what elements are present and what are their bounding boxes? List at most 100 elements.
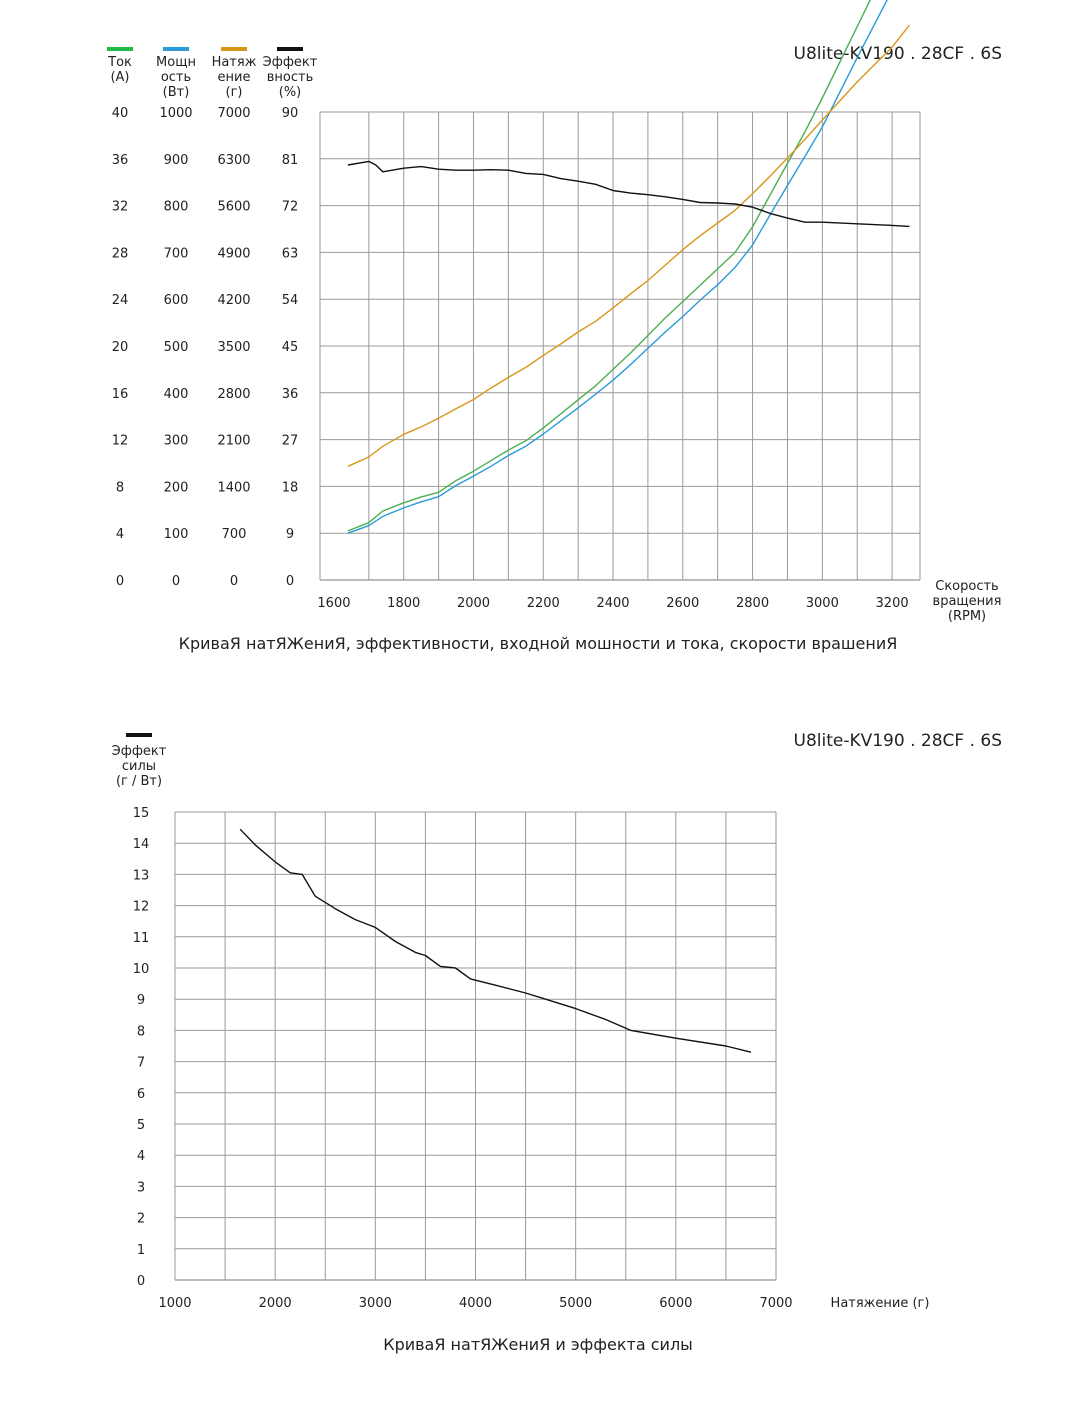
series-line [347, 24, 911, 467]
y-tick-label: 0 [116, 574, 124, 589]
y-tick-label: 9 [286, 527, 294, 542]
axis-label: Натяж [212, 55, 257, 70]
x-axis-label: вращения [933, 594, 1002, 609]
y-tick-label: 32 [112, 200, 129, 215]
y-tick-label: 90 [282, 106, 299, 121]
x-tick-label: 2200 [527, 596, 560, 611]
y-tick-label: 63 [282, 246, 299, 261]
y-tick-label: 200 [164, 480, 189, 495]
y-tick-label: 2 [137, 1212, 145, 1227]
series-line [347, 0, 871, 532]
x-tick-label: 5000 [559, 1296, 592, 1311]
legend-swatch [221, 47, 247, 51]
y-tick-label: 600 [164, 293, 189, 308]
y-tick-label: 3500 [217, 340, 250, 355]
axis-label: (%) [279, 85, 302, 100]
y-tick-label: 700 [164, 246, 189, 261]
x-tick-label: 4000 [459, 1296, 492, 1311]
y-tick-label: 15 [133, 806, 150, 821]
chart2-caption: КриваЯ натЯЖениЯ и эффекта силы [383, 1335, 693, 1354]
series-line [347, 0, 888, 534]
y-tick-label: 11 [133, 931, 150, 946]
y-tick-label: 1400 [217, 480, 250, 495]
y-tick-label: 5600 [217, 200, 250, 215]
axis-label: Мощн [156, 55, 196, 70]
y-tick-label: 16 [112, 387, 129, 402]
y-tick-label: 4200 [217, 293, 250, 308]
axis-label: вность [267, 70, 314, 85]
y-tick-label: 0 [230, 574, 238, 589]
y-tick-label: 3 [137, 1180, 145, 1195]
legend-swatch [163, 47, 189, 51]
x-tick-label: 6000 [659, 1296, 692, 1311]
y-tick-label: 500 [164, 340, 189, 355]
y-tick-label: 2100 [217, 434, 250, 449]
y-tick-label: 13 [133, 868, 150, 883]
y-tick-label: 28 [112, 246, 129, 261]
y-tick-label: 10 [133, 962, 150, 977]
y-tick-label: 36 [112, 153, 129, 168]
x-tick-label: 2000 [259, 1296, 292, 1311]
y-tick-label: 8 [116, 480, 124, 495]
y-tick-label: 5 [137, 1118, 145, 1133]
y-tick-label: 900 [164, 153, 189, 168]
axis-label: Эффект [263, 55, 318, 70]
y-tick-label: 14 [133, 837, 150, 852]
series-line [347, 160, 910, 228]
y-tick-label: 800 [164, 200, 189, 215]
x-tick-label: 3000 [359, 1296, 392, 1311]
y-tick-label: 4 [137, 1149, 145, 1164]
y-tick-label: 12 [133, 900, 150, 915]
y-tick-label: 40 [112, 106, 129, 121]
y-tick-label: 45 [282, 340, 299, 355]
axis-label: (г) [226, 85, 243, 100]
axis-label: Ток [107, 55, 132, 70]
axis-label: ость [161, 70, 191, 85]
x-axis-label: Натяжение (г) [831, 1296, 930, 1311]
axis-label: ение [218, 70, 251, 85]
x-tick-label: 1800 [387, 596, 420, 611]
legend-swatch [126, 733, 152, 737]
x-tick-label: 7000 [759, 1296, 792, 1311]
y-tick-label: 27 [282, 434, 299, 449]
y-tick-label: 8 [137, 1024, 145, 1039]
y-tick-label: 72 [282, 200, 299, 215]
y-tick-label: 36 [282, 387, 299, 402]
legend-swatch [277, 47, 303, 51]
y-tick-label: 100 [164, 527, 189, 542]
x-tick-label: 3000 [806, 596, 839, 611]
chart1-caption: КриваЯ натЯЖениЯ, эффективности, входной… [178, 634, 898, 653]
y-tick-label: 4900 [217, 246, 250, 261]
y-axis-label: силы [122, 759, 156, 774]
y-tick-label: 24 [112, 293, 129, 308]
x-axis-label: Скорость [935, 579, 998, 594]
legend-swatch [107, 47, 133, 51]
y-tick-label: 0 [286, 574, 294, 589]
y-tick-label: 7 [137, 1056, 145, 1071]
y-tick-label: 1000 [159, 106, 192, 121]
y-tick-label: 6300 [217, 153, 250, 168]
y-tick-label: 81 [282, 153, 299, 168]
y-tick-label: 12 [112, 434, 129, 449]
y-tick-label: 4 [116, 527, 124, 542]
x-tick-label: 2800 [736, 596, 769, 611]
y-tick-label: 9 [137, 993, 145, 1008]
x-tick-label: 1000 [158, 1296, 191, 1311]
y-tick-label: 7000 [217, 106, 250, 121]
x-tick-label: 3200 [876, 596, 909, 611]
y-tick-label: 1 [137, 1243, 145, 1258]
y-tick-label: 700 [222, 527, 247, 542]
y-tick-label: 2800 [217, 387, 250, 402]
y-tick-label: 54 [282, 293, 299, 308]
series-line [239, 828, 752, 1053]
chart1-plot: 1600 1800 2000 2200 2400 2600 2800 3000 3200Скор… [107, 0, 1002, 624]
y-tick-label: 0 [137, 1274, 145, 1289]
axis-label: (А) [110, 70, 129, 85]
y-tick-label: 400 [164, 387, 189, 402]
x-axis-label: (RPM) [948, 609, 986, 624]
axis-label: (Вт) [163, 85, 190, 100]
x-tick-label: 2400 [596, 596, 629, 611]
x-tick-label: 2600 [666, 596, 699, 611]
chart2-title: U8lite-KV190 . 28CF . 6S [793, 731, 1003, 751]
